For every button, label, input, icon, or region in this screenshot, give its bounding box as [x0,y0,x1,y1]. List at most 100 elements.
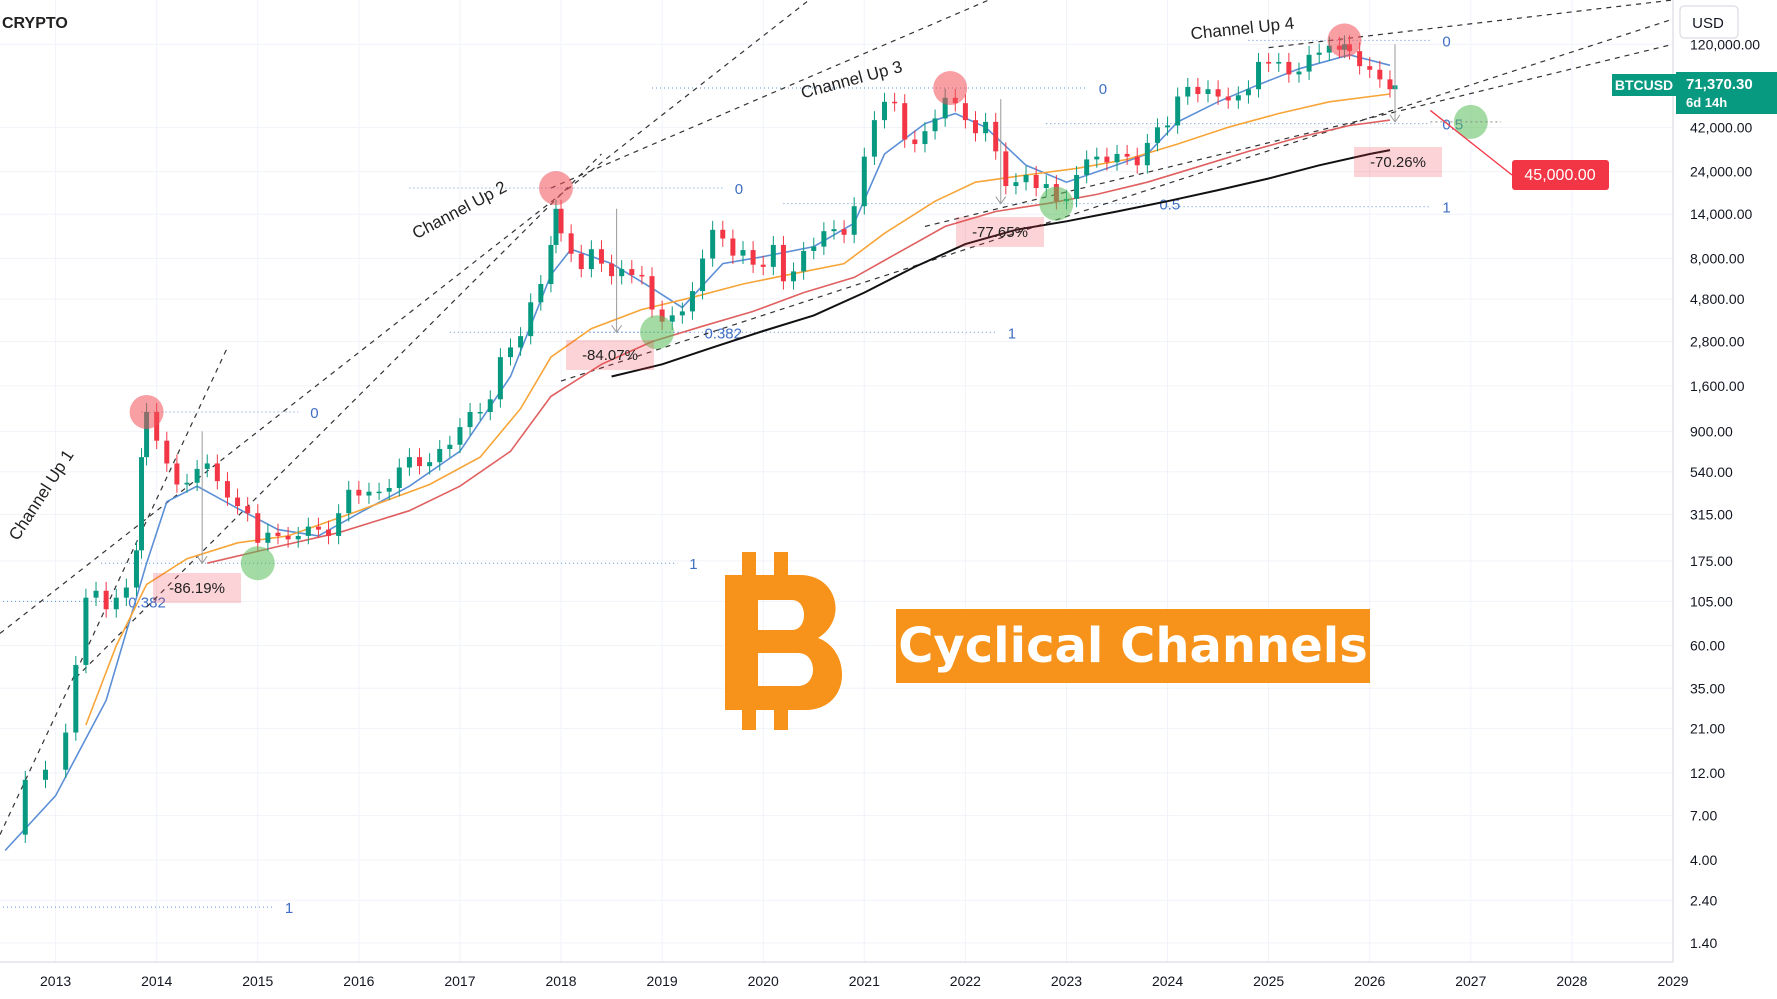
time-scale[interactable]: 2013 2014 2015 2016 2017 2018 2019 2020 2021 2022… [0,961,1689,999]
candle-body [214,463,220,482]
candle-body [477,411,483,414]
candle-body [619,269,625,277]
drawdown-label: -86.19% [169,580,225,597]
candle-body [1134,156,1140,166]
candle-body [63,732,69,770]
candle-body [770,244,776,267]
candle-body [1144,142,1150,166]
candle-body [1296,71,1302,75]
candle-body [1084,159,1090,175]
candle-body [356,489,362,496]
candle-body [346,489,352,514]
time-tick-label: 2029 [1657,973,1688,989]
channel-line [75,153,602,679]
title-text: Cyclical Channels [898,618,1368,674]
candle-body [1154,127,1160,143]
candle-body [1387,79,1393,90]
candle-body [447,444,453,450]
candle-body [1185,86,1191,97]
candle-body [598,249,604,264]
channel-label: Channel Up 3 [799,57,904,102]
candle-body [1043,184,1049,189]
candle-body [578,253,584,270]
candle-body [811,246,817,251]
candle-body [174,463,180,485]
currency-label: USD [1692,15,1724,32]
time-tick-label: 2024 [1152,973,1183,989]
candle-body [315,526,321,530]
candle-body [507,347,513,358]
candle-body [1195,86,1201,95]
symbol-price-label: BTCUSD 71,370.30 6d 14h [1612,72,1777,114]
candle-body [1316,52,1322,55]
candle-body [841,229,847,235]
moving-averages [4,53,1391,852]
cycle-top-marker [129,394,164,429]
price-tick-label: 120,000.00 [1690,36,1760,52]
time-tick-label: 2018 [545,973,576,989]
price-tick-label: 12.00 [1690,765,1725,781]
bar-countdown: 6d 14h [1686,95,1727,110]
candle-body [740,250,746,256]
candle-body [103,590,109,610]
candle-body [972,120,978,134]
fib-level-label: 0.382 [128,594,166,611]
candle-body [1245,89,1251,96]
candle-body [93,590,99,598]
candle-body [184,482,190,485]
candle-body [194,468,200,483]
candle-body [851,206,857,235]
candle-body [326,529,332,536]
drawdown-box [566,340,654,370]
candle-body [1033,174,1039,189]
fib-level-label: 0.382 [704,325,742,342]
candle-body [679,311,685,316]
price-tick-label: 315.00 [1690,506,1733,522]
candle-body [518,336,524,348]
candle-body [1023,174,1029,183]
candle-body [861,156,867,207]
candle-body [730,238,736,256]
candle-body [1266,61,1272,64]
candle-body [1215,89,1221,97]
candle-body [892,101,898,104]
candle-body [1225,96,1231,101]
fib-level-label: 1 [1008,325,1016,342]
candle-body [285,535,291,540]
candle-body [295,535,301,540]
currency-button[interactable]: USD [1679,5,1739,39]
candle-body [700,258,706,292]
price-tick-label: 1,600.00 [1690,378,1745,394]
candle-body [133,550,139,588]
candle-body [1104,156,1110,163]
candle-body [553,208,559,245]
drawdown-label: -70.26% [1370,154,1426,171]
candle-body [993,121,999,152]
candle-body [750,250,756,265]
price-scale[interactable]: 120,000.00 42,000.00 24,000.00 14,000.00 8,0… [1672,0,1777,962]
candle-body [467,411,473,428]
candle-body [255,513,261,543]
last-price: 71,370.30 [1686,76,1753,93]
candle-body [922,131,928,145]
fib-level-label: 0 [735,181,743,198]
moving-average-line [4,53,1391,852]
candle-body [588,249,594,270]
candle-body [538,283,544,303]
candle-body [568,233,574,254]
candle-body [821,231,827,247]
channel-line [560,18,1674,382]
candle-body [1377,69,1383,80]
candle-body [336,513,342,536]
price-tick-label: 24,000.00 [1690,164,1752,180]
price-tick-label: 540.00 [1690,464,1733,480]
channel-label: Channel Up 1 [5,446,78,544]
channel-line [550,0,991,189]
candle-body [497,357,503,400]
candle-body [902,103,908,140]
time-tick-label: 2023 [1051,973,1082,989]
time-tick-label: 2028 [1556,973,1587,989]
